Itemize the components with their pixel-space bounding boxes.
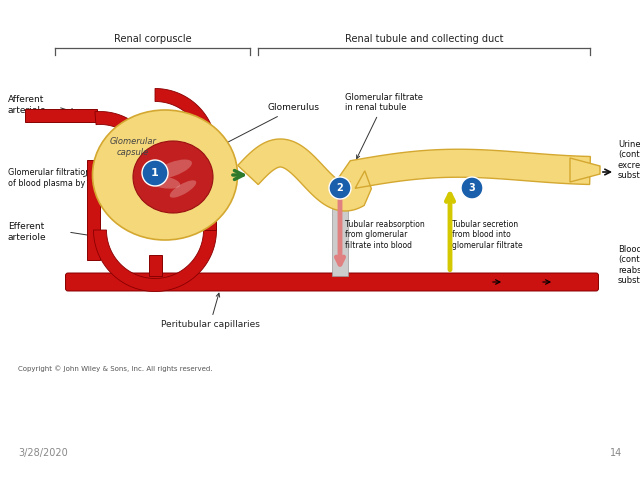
Text: Peritubular capillaries: Peritubular capillaries [161, 293, 259, 329]
Text: 3: 3 [468, 183, 476, 193]
FancyBboxPatch shape [203, 150, 216, 230]
Polygon shape [93, 230, 216, 291]
Ellipse shape [133, 141, 213, 213]
Text: 3/28/2020: 3/28/2020 [18, 448, 68, 458]
Text: Glomerular
capsule: Glomerular capsule [109, 137, 157, 156]
FancyBboxPatch shape [87, 160, 100, 260]
Text: Glomerular filtrate
in renal tubule: Glomerular filtrate in renal tubule [345, 93, 423, 158]
Text: Blood
(contains
reabsorbed
substances): Blood (contains reabsorbed substances) [618, 245, 640, 285]
Ellipse shape [146, 175, 180, 189]
Polygon shape [570, 158, 600, 182]
Text: Glomerulus: Glomerulus [207, 104, 320, 153]
Polygon shape [155, 88, 216, 150]
Ellipse shape [93, 110, 237, 240]
Text: 1: 1 [151, 168, 159, 178]
FancyBboxPatch shape [65, 273, 598, 291]
Circle shape [142, 160, 168, 186]
Polygon shape [155, 156, 189, 190]
Text: Renal tubule and collecting duct: Renal tubule and collecting duct [345, 34, 503, 44]
Polygon shape [122, 200, 189, 233]
FancyBboxPatch shape [25, 108, 97, 121]
Text: Copyright © John Wiley & Sons, Inc. All rights reserved.: Copyright © John Wiley & Sons, Inc. All … [18, 365, 212, 372]
Circle shape [329, 177, 351, 199]
Polygon shape [238, 139, 590, 211]
Text: Tubular reabsorption
from glomerular
filtrate into blood: Tubular reabsorption from glomerular fil… [345, 220, 425, 250]
Text: 2: 2 [337, 183, 344, 193]
Text: Urine
(contains
excreted
substances): Urine (contains excreted substances) [618, 140, 640, 180]
Text: Renal corpuscle: Renal corpuscle [114, 34, 191, 44]
FancyBboxPatch shape [149, 255, 162, 276]
Ellipse shape [154, 159, 192, 179]
Text: 14: 14 [610, 448, 622, 458]
Text: Efferent
arteriole: Efferent arteriole [8, 222, 47, 242]
Polygon shape [95, 111, 129, 131]
Text: Tubular secretion
from blood into
glomerular filtrate: Tubular secretion from blood into glomer… [452, 220, 523, 250]
FancyBboxPatch shape [332, 189, 348, 276]
Text: Glomerular filtration (filtration
of blood plasma by glomerulus): Glomerular filtration (filtration of blo… [8, 168, 136, 188]
FancyBboxPatch shape [176, 190, 187, 220]
Text: Afferent
arteriole: Afferent arteriole [8, 96, 47, 115]
Circle shape [461, 177, 483, 199]
Ellipse shape [170, 180, 196, 198]
